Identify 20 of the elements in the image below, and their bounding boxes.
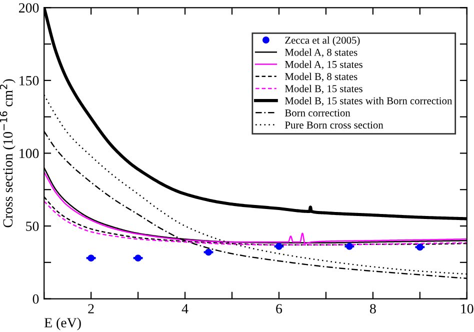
legend-label: Model B, 15 states with Born correction <box>285 96 452 106</box>
legend-label: Model B, 8 states <box>285 72 358 82</box>
y-tick-label: 0 <box>32 294 39 304</box>
legend-label: Model B, 15 states <box>285 84 362 94</box>
y-tick-label: 50 <box>26 222 39 231</box>
legend-label: Zecca et al (2005) <box>285 36 360 46</box>
x-tick-label: 4 <box>182 304 188 314</box>
x-tick-label: 2 <box>88 304 94 314</box>
x-axis-title: E (eV) <box>44 318 81 330</box>
x-tick-label: 10 <box>461 304 474 314</box>
y-tick-label: 200 <box>18 3 39 13</box>
x-tick-label: 6 <box>276 304 282 314</box>
legend-label: Pure Born cross section <box>285 122 384 129</box>
x-tick-label: 8 <box>370 304 376 314</box>
y-tick-label: 150 <box>20 76 39 86</box>
legend-label: Born correction <box>285 109 350 116</box>
legend-label: Model A, 15 states <box>285 60 362 70</box>
y-tick-label: 100 <box>20 148 39 158</box>
y-axis-title: Cross section (10$^{−16}$ cm$^{2}$) <box>0 79 16 228</box>
legend-label: Model A, 8 states <box>285 48 358 58</box>
